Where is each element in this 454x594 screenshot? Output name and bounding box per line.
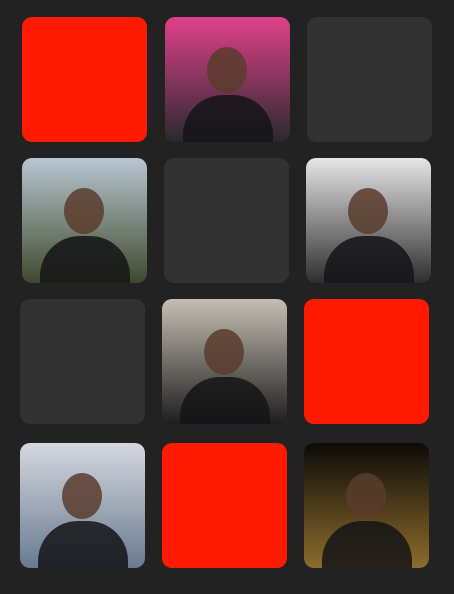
photo-tile[interactable] (162, 299, 287, 424)
photo-tile[interactable] (22, 158, 147, 283)
photo-tile[interactable] (165, 17, 290, 142)
photo-tile[interactable] (304, 443, 429, 568)
color-tile[interactable] (304, 299, 429, 424)
photo-tile[interactable] (20, 443, 145, 568)
color-tile[interactable] (20, 299, 145, 424)
photo-tile[interactable] (306, 158, 431, 283)
color-tile[interactable] (22, 17, 147, 142)
color-tile[interactable] (164, 158, 289, 283)
color-tile[interactable] (162, 443, 287, 568)
color-tile[interactable] (307, 17, 432, 142)
